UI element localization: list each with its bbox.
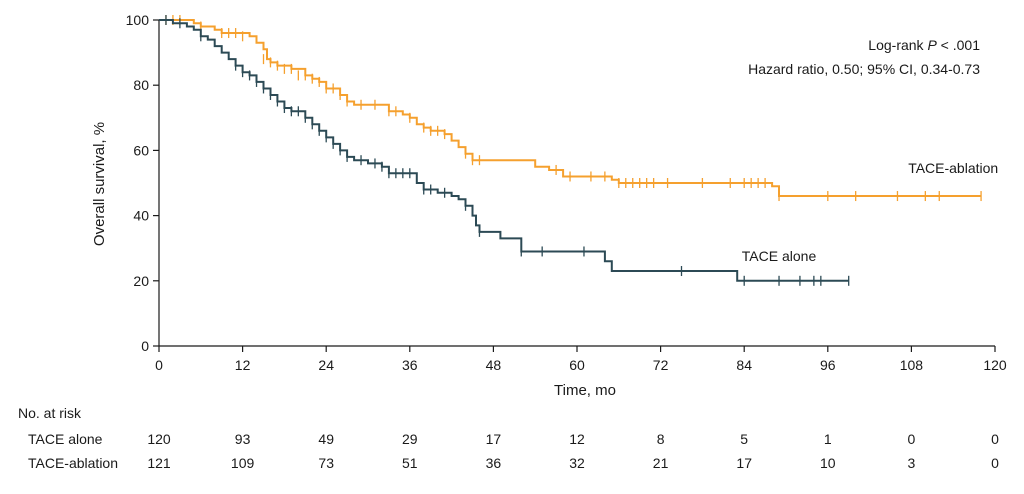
x-tick-label: 72: [653, 357, 669, 373]
risk-count: 3: [908, 455, 916, 471]
risk-count: 17: [736, 455, 752, 471]
hazard-ratio-annotation: Hazard ratio, 0.50; 95% CI, 0.34-0.73: [748, 61, 980, 77]
risk-count: 120: [147, 431, 171, 447]
risk-row-label: TACE-ablation: [28, 455, 118, 471]
x-axis-title: Time, mo: [554, 382, 616, 399]
risk-table: TACE alone 120 93 49 29 17 12 8 5 1 0 0TACE-ablatio…: [28, 431, 999, 471]
risk-count: 5: [740, 431, 748, 447]
risk-count: 12: [569, 431, 585, 447]
x-tick-label: 120: [983, 357, 1007, 373]
y-axis-title: Overall survival, %: [91, 122, 108, 246]
risk-count: 10: [820, 455, 836, 471]
y-tick-label: 20: [133, 273, 149, 289]
y-tick-label: 80: [133, 77, 149, 93]
axes: 0 20 40 60 80 100 0 12 24 36 48 60 72 84 96 108 120: [126, 12, 1007, 373]
x-tick-label: 24: [318, 357, 334, 373]
risk-count: 1: [824, 431, 832, 447]
x-tick-label: 60: [569, 357, 585, 373]
risk-count: 36: [486, 455, 502, 471]
risk-table-title: No. at risk: [18, 405, 82, 421]
risk-count: 21: [653, 455, 669, 471]
series-line-tace-alone: [159, 19, 849, 282]
risk-count: 93: [235, 431, 251, 447]
x-tick-label: 108: [900, 357, 924, 373]
x-tick-label: 12: [235, 357, 251, 373]
logrank-annotation: Log-rank P < .001: [868, 37, 980, 53]
risk-count: 0: [991, 455, 999, 471]
series-label-tace-alone: TACE alone: [742, 248, 817, 264]
survival-curves: TACE-ablation TACE alone: [159, 15, 998, 286]
risk-count: 109: [231, 455, 255, 471]
y-tick-label: 100: [126, 12, 150, 28]
x-tick-label: 48: [486, 357, 502, 373]
y-tick-label: 0: [141, 338, 149, 354]
series-line-tace-ablation: [159, 19, 982, 197]
risk-count: 49: [318, 431, 334, 447]
risk-count: 8: [657, 431, 665, 447]
risk-row-label: TACE alone: [28, 431, 103, 447]
y-tick-label: 60: [133, 142, 149, 158]
risk-count: 121: [147, 455, 171, 471]
risk-count: 51: [402, 455, 418, 471]
series-label-tace-ablation: TACE-ablation: [908, 160, 998, 176]
x-tick-label: 84: [736, 357, 752, 373]
x-tick-label: 0: [155, 357, 163, 373]
x-tick-label: 96: [820, 357, 836, 373]
x-tick-label: 36: [402, 357, 418, 373]
risk-count: 32: [569, 455, 585, 471]
y-tick-label: 40: [133, 208, 149, 224]
risk-count: 29: [402, 431, 418, 447]
risk-count: 0: [908, 431, 916, 447]
risk-count: 73: [318, 455, 334, 471]
risk-count: 17: [486, 431, 502, 447]
risk-count: 0: [991, 431, 999, 447]
